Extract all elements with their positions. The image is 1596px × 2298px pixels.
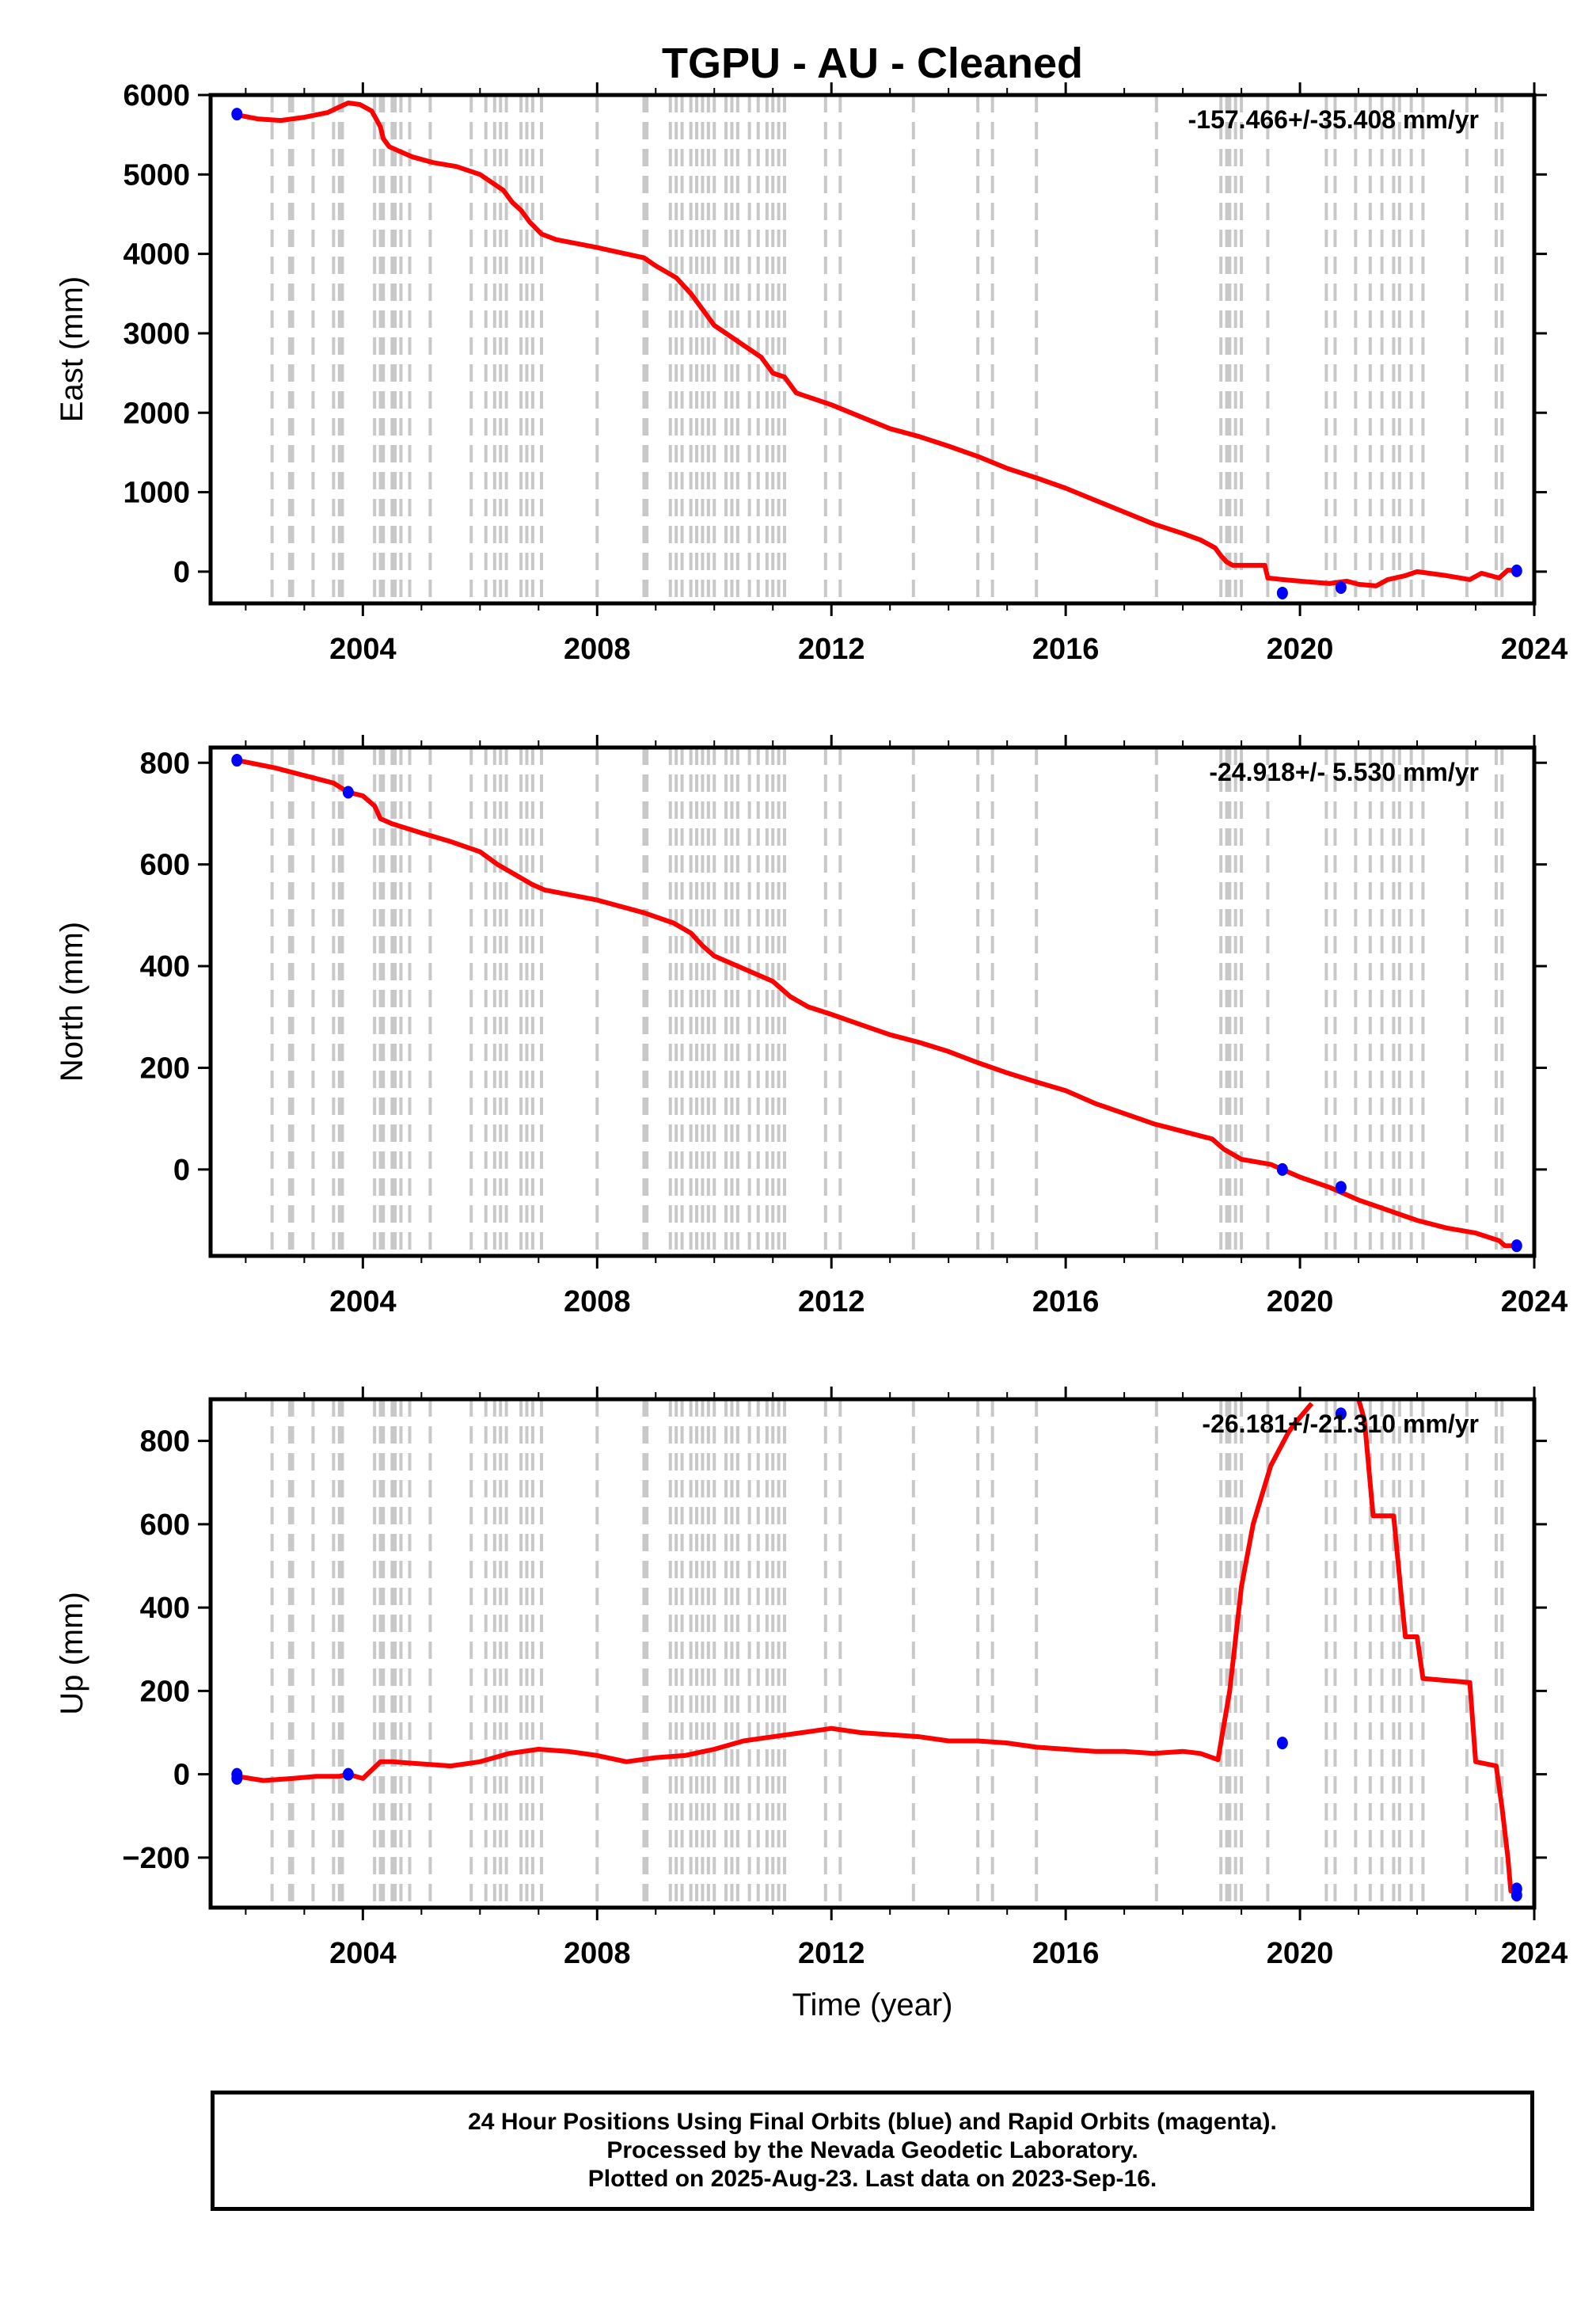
data-point [1335,580,1347,594]
y-tick-label: 3000 [123,318,190,351]
data-point [231,754,243,767]
y-tick-label: 0 [173,1759,190,1792]
footer-line-3: Plotted on 2025-Aug-23. Last data on 202… [587,2166,1157,2192]
x-tick-label: 2004 [329,1937,397,1970]
y-tick-label: 5000 [123,158,190,192]
data-point [1276,1737,1288,1750]
y-tick-label: 800 [140,1425,190,1459]
x-tick-label: 2024 [1501,1937,1568,1970]
y-tick-label: 200 [140,1052,190,1085]
series-line [236,101,1518,588]
y-tick-label: 400 [140,1592,190,1625]
x-tick-label: 2024 [1501,633,1568,666]
data-point [1510,564,1522,577]
panel-up: 2004 2008 2012 2016 2020 2024 −200 0 200 400 600 80… [55,1387,1568,2022]
y-tick-label: 4000 [123,238,190,272]
x-tick-label: 2012 [798,633,865,666]
data-point [342,1767,354,1781]
data-point [231,1771,243,1785]
y-tick-label: −200 [122,1842,190,1875]
data-point [1276,1162,1288,1176]
series-line [236,758,1517,1249]
panel-north: 2004 2008 2012 2016 2020 2024 0 200 400 600 800 -24… [55,735,1568,1318]
y-tick-label: 6000 [123,79,190,112]
y-tick-label: 400 [140,950,190,983]
y-tick-label: 200 [140,1675,190,1708]
plot-frame [208,93,1537,606]
series-line [1356,1398,1517,1893]
chart-title: TGPU - AU - Cleaned [662,40,1083,87]
y-axis-label: East (mm) [55,276,89,422]
x-tick-label: 2016 [1032,633,1100,666]
x-tick-label: 2012 [798,1937,865,1970]
y-tick-label: 600 [140,849,190,882]
x-tick-label: 2016 [1032,1285,1100,1318]
y-tick-label: 600 [140,1509,190,1542]
x-tick-label: 2016 [1032,1937,1100,1970]
x-tick-label: 2008 [564,1285,631,1318]
x-tick-label: 2008 [564,1937,631,1970]
data-point [1335,1407,1347,1421]
x-tick-label: 2024 [1501,1285,1568,1318]
rate-label: -157.466+/-35.408 mm/yr [1188,105,1479,134]
data-point [1510,1239,1522,1253]
x-tick-label: 2020 [1267,633,1334,666]
y-tick-label: 0 [173,1154,190,1187]
footer-line-1: 24 Hour Positions Using Final Orbits (bl… [468,2109,1277,2135]
data-point [1510,1889,1522,1902]
footer-box: 24 Hour Positions Using Final Orbits (bl… [211,2091,1534,2211]
y-tick-label: 800 [140,747,190,780]
y-axis-label: North (mm) [55,922,89,1082]
x-axis-label: Time (year) [792,1988,953,2022]
x-tick-label: 2020 [1267,1285,1334,1318]
data-point [1335,1181,1347,1194]
data-point [231,108,243,121]
series-line [236,1402,1314,1783]
y-tick-label: 1000 [123,477,190,510]
x-tick-label: 2012 [798,1285,865,1318]
x-tick-label: 2008 [564,633,631,666]
plot-frame [208,1397,1537,1910]
plot-frame [208,745,1537,1258]
y-tick-label: 0 [173,556,190,589]
x-tick-label: 2004 [329,1285,397,1318]
data-point [342,786,354,799]
footer-line-2: Processed by the Nevada Geodetic Laborat… [606,2137,1138,2163]
x-tick-label: 2004 [329,633,397,666]
rate-label: -24.918+/- 5.530 mm/yr [1209,758,1479,786]
panel-east: 2004 2008 2012 2016 2020 2024 0 1000 2000 3000 400… [55,79,1568,666]
y-axis-label: Up (mm) [55,1592,89,1715]
rate-label: -26.181+/-21.310 mm/yr [1202,1410,1479,1438]
y-tick-label: 2000 [123,397,190,430]
data-point [1276,586,1288,599]
x-tick-label: 2020 [1267,1937,1334,1970]
